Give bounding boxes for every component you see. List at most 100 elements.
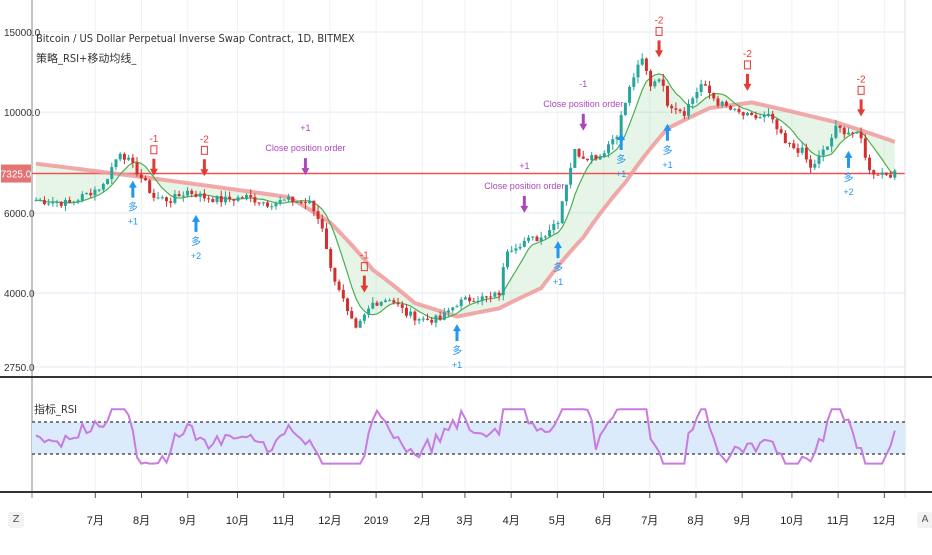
candle-body <box>661 79 665 86</box>
candle-body <box>165 197 169 202</box>
candle-body <box>581 156 585 159</box>
candle-body <box>628 86 632 103</box>
candle-body <box>316 211 320 219</box>
candle-body <box>640 58 644 65</box>
candle-body <box>346 298 350 312</box>
candle-body <box>219 196 223 203</box>
price-tick-label: 2750.0 <box>4 363 35 374</box>
candle-body <box>122 153 126 160</box>
candle-body <box>615 136 619 140</box>
candle-body <box>522 240 526 247</box>
strategy-legend[interactable]: 策略_RSI+移动均线_ <box>36 52 137 65</box>
candle-body <box>792 143 796 149</box>
symbol-legend[interactable]: Bitcoin / US Dollar Perpetual Inverse Sw… <box>36 32 355 45</box>
candle-body <box>152 192 156 198</box>
candle-body <box>383 300 387 302</box>
candle-body <box>371 302 375 309</box>
candle-body <box>341 289 345 299</box>
buy-arrow-icon <box>617 133 626 151</box>
candle-body <box>215 196 219 203</box>
candle-body <box>253 197 257 203</box>
candle-body <box>518 246 522 249</box>
candle-body <box>249 195 253 198</box>
candle-body <box>691 98 695 105</box>
zoom-reset-button[interactable]: Z <box>8 512 24 528</box>
candle-body <box>442 312 446 320</box>
candle-body <box>644 58 648 71</box>
candle-body <box>278 200 282 203</box>
candle-body <box>548 230 552 237</box>
candle-body <box>354 318 358 328</box>
candle-body <box>750 112 754 116</box>
price-tick-label: 6000.0 <box>4 209 35 220</box>
candle-body <box>729 105 733 110</box>
candle-body <box>181 195 185 197</box>
candle-body <box>573 148 577 168</box>
candle-body <box>451 307 455 311</box>
price-tick-label: 4000.0 <box>4 289 35 300</box>
buy-marker-size: +1 <box>662 160 672 170</box>
close-marker-size: +1 <box>300 123 310 133</box>
auto-scale-button[interactable]: A <box>917 512 932 528</box>
candle-body <box>93 189 97 196</box>
candle-body <box>337 281 341 290</box>
sell-arrow-icon <box>149 158 158 176</box>
candle-body <box>493 292 497 297</box>
close-arrow-icon <box>579 113 588 131</box>
buy-arrow-icon <box>128 180 137 198</box>
sell-marker-box <box>360 262 368 272</box>
candle-body <box>274 202 278 207</box>
rsi-line <box>35 408 896 465</box>
candle-body <box>320 218 324 229</box>
candle-body <box>585 158 589 161</box>
candle-body <box>329 249 333 268</box>
price-tick-label: 10000.0 <box>4 108 41 119</box>
candle-body <box>198 193 202 197</box>
sell-arrow-icon <box>200 159 209 177</box>
candle-body <box>775 119 779 130</box>
sell-marker-label: -2 <box>743 49 752 60</box>
candle-body <box>497 292 501 296</box>
candle-body <box>447 310 451 313</box>
buy-marker-size: +1 <box>616 169 626 179</box>
candle-body <box>590 155 594 161</box>
sell-arrow-icon <box>655 40 664 58</box>
sell-marker-box <box>655 26 663 36</box>
candle-body <box>653 81 657 87</box>
candle-body <box>889 174 893 178</box>
candle-body <box>156 197 160 199</box>
candle-body <box>207 198 211 200</box>
sell-arrow-icon <box>743 73 752 91</box>
candle-body <box>636 64 640 78</box>
rsi-legend[interactable]: 指标_RSI <box>34 403 78 416</box>
close-marker-label: Close position order <box>265 143 345 153</box>
candle-body <box>577 148 581 157</box>
candle-body <box>484 296 488 298</box>
candle-body <box>619 115 623 137</box>
candle-body <box>139 174 143 179</box>
candle-body <box>211 199 215 203</box>
candle-body <box>754 115 758 119</box>
candle-body <box>678 109 682 112</box>
candle-body <box>97 189 101 191</box>
candle-body <box>47 203 51 205</box>
sell-marker-box <box>150 145 158 155</box>
candle-body <box>876 174 880 176</box>
candle-body <box>834 125 838 138</box>
time-tick-label: 8月 <box>687 515 704 527</box>
candle-body <box>851 132 855 134</box>
candle-body <box>362 314 366 321</box>
candle-body <box>665 85 669 106</box>
candle-body <box>489 296 493 298</box>
candle-body <box>859 132 863 139</box>
candle-body <box>825 146 829 150</box>
candle-body <box>190 190 194 194</box>
candle-body <box>379 301 383 306</box>
time-tick-label: 12月 <box>873 515 896 527</box>
candle-body <box>632 77 636 87</box>
candle-body <box>367 308 371 315</box>
candle-body <box>527 237 531 241</box>
ma-slow-line <box>35 100 896 319</box>
